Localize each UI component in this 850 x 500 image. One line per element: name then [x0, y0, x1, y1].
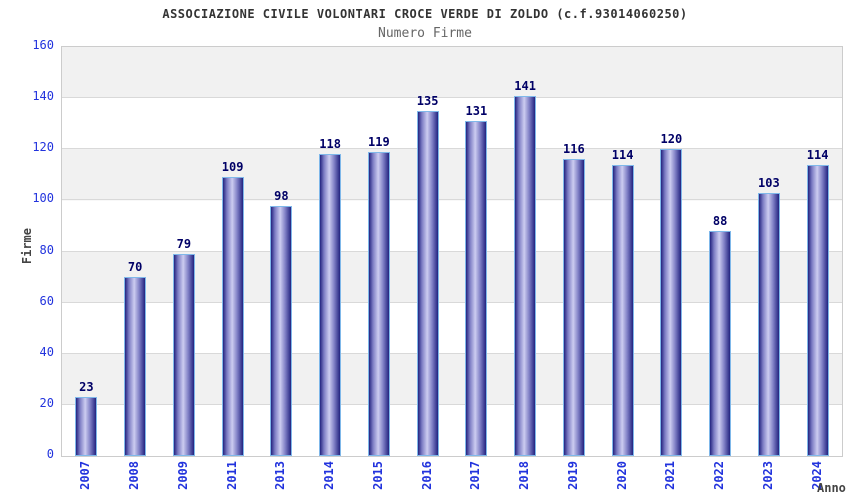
x-tick-label: 2014: [322, 461, 337, 490]
y-tick-label: 20: [39, 395, 54, 410]
bar-2021: [660, 149, 683, 456]
bar-2022: [709, 231, 732, 456]
x-tick-label: 2019: [565, 461, 580, 490]
gridline: [62, 352, 842, 354]
gridline: [62, 250, 842, 252]
gridline: [62, 403, 842, 405]
x-tick-label: 2015: [370, 461, 385, 490]
x-axis-title: Anno: [817, 481, 846, 495]
bar-2015: [367, 151, 390, 456]
y-tick-label: 120: [32, 140, 54, 155]
bar-value-label: 103: [758, 175, 780, 190]
bar-2013: [270, 205, 293, 456]
x-tick-label: 2020: [614, 461, 629, 490]
bar-value-label: 109: [221, 160, 244, 175]
chart-title: ASSOCIAZIONE CIVILE VOLONTARI CROCE VERD…: [162, 7, 688, 21]
bar-2009: [172, 254, 195, 456]
bar-value-label: 120: [660, 132, 683, 147]
bar-2011: [221, 177, 244, 456]
gridline: [62, 301, 842, 303]
x-tick-label: 2018: [517, 461, 532, 490]
plot-area: 23 70 79 109 98 118 119 135 131 141 116 114 120 88 103…: [61, 46, 843, 457]
bar-value-label: 98: [274, 188, 289, 203]
gridline: [62, 148, 842, 150]
bar-2007: [75, 397, 98, 456]
bar-2024: [806, 164, 829, 456]
bar-value-label: 116: [563, 142, 585, 157]
x-tick-label: 2017: [468, 461, 483, 490]
x-tick-label: 2022: [712, 461, 727, 490]
bar-value-label: 135: [416, 93, 439, 108]
y-tick-label: 100: [32, 191, 54, 206]
bar-value-label: 70: [127, 260, 143, 275]
x-tick-label: 2021: [663, 461, 678, 490]
bar-2008: [124, 277, 147, 456]
bar-2016: [416, 110, 439, 456]
bar-2020: [611, 164, 634, 456]
x-tick-label: 2016: [419, 461, 434, 490]
bar-2014: [319, 154, 342, 456]
bar-value-label: 114: [806, 147, 829, 162]
bar-value-label: 141: [514, 78, 536, 93]
chart-subtitle: Numero Firme: [378, 26, 472, 41]
bar-2018: [514, 95, 537, 456]
x-tick-label: 2013: [273, 461, 288, 490]
y-axis-ticks: 0 20 40 60 80 100 120 140 160: [0, 38, 54, 461]
bar-value-label: 23: [79, 380, 94, 395]
x-tick-label: 2008: [127, 461, 142, 490]
y-tick-label: 0: [46, 447, 54, 461]
bar-2017: [465, 121, 488, 456]
bar-value-label: 131: [465, 104, 488, 119]
y-tick-label: 160: [32, 38, 54, 52]
y-tick-label: 40: [39, 344, 54, 359]
x-tick-label: 2011: [224, 461, 239, 490]
y-tick-label: 60: [39, 293, 54, 308]
y-tick-label: 80: [39, 242, 54, 257]
y-axis-title: Firme: [20, 228, 34, 265]
bar-value-label: 88: [712, 214, 728, 229]
y-tick-label: 140: [32, 89, 54, 104]
x-axis-ticks: 2007 2008 2009 2011 2013 2014 2015 2016 2017 2018…: [61, 461, 841, 499]
x-tick-label: 2023: [760, 461, 775, 490]
bar-value-label: 114: [611, 147, 634, 162]
bar-2023: [757, 192, 780, 456]
x-tick-label: 2007: [78, 461, 93, 490]
bar-value-label: 118: [319, 137, 341, 152]
x-tick-label: 2009: [175, 461, 190, 490]
bar-value-label: 79: [176, 237, 192, 252]
bar-2019: [562, 159, 585, 456]
gridline: [62, 97, 842, 99]
gridline: [62, 199, 842, 201]
bar-value-label: 119: [368, 134, 390, 149]
